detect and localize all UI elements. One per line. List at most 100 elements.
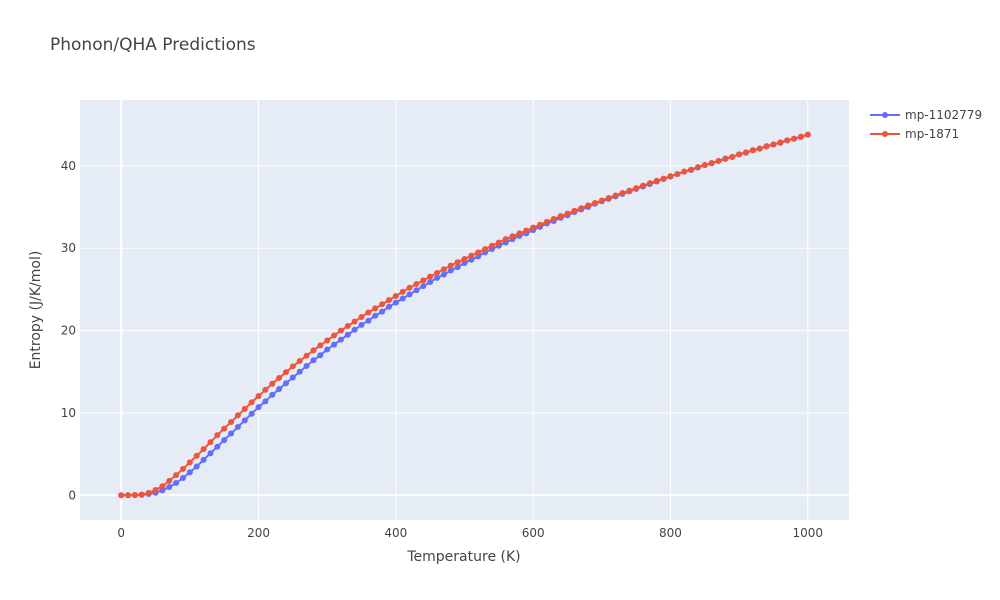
data-point: [694, 164, 701, 171]
data-point: [653, 177, 660, 184]
data-point: [365, 309, 372, 316]
data-point: [228, 430, 235, 437]
data-point: [344, 323, 351, 330]
data-point: [221, 425, 228, 432]
data-point: [289, 363, 296, 370]
data-point: [372, 305, 379, 312]
y-tick-label: 40: [61, 159, 76, 173]
data-point: [427, 279, 434, 285]
data-point: [530, 224, 537, 231]
legend-swatch-marker: [882, 112, 888, 118]
data-point: [406, 284, 413, 291]
data-point: [179, 475, 186, 481]
data-point: [337, 336, 344, 343]
data-point: [125, 492, 132, 499]
data-point: [282, 380, 289, 387]
data-point: [427, 273, 434, 280]
data-point: [482, 246, 489, 253]
data-point: [282, 369, 289, 376]
data-point: [159, 487, 166, 494]
legend-label: mp-1871: [905, 127, 959, 141]
data-point: [440, 266, 447, 273]
legend-swatch-marker: [882, 131, 888, 137]
data-point: [228, 419, 235, 425]
data-point: [248, 410, 255, 417]
data-point: [543, 218, 550, 225]
data-point: [173, 479, 180, 486]
data-point: [626, 187, 633, 194]
legend-item-mp-1871[interactable]: mp-1871: [870, 127, 959, 141]
data-point: [173, 472, 180, 479]
data-point: [234, 412, 241, 419]
data-point: [303, 363, 310, 369]
data-point: [296, 368, 303, 375]
data-point: [461, 260, 468, 267]
data-point: [399, 288, 406, 295]
data-point: [640, 182, 647, 189]
data-point: [269, 391, 276, 398]
x-tick-label: 400: [384, 526, 407, 540]
data-point: [736, 151, 743, 158]
data-point: [145, 489, 152, 496]
data-point: [310, 357, 317, 364]
data-point: [406, 291, 413, 298]
data-point: [461, 255, 468, 262]
data-point: [722, 155, 729, 162]
data-point: [756, 145, 763, 152]
data-point: [392, 299, 399, 306]
data-point: [118, 492, 125, 499]
data-point: [166, 484, 173, 491]
data-point: [289, 374, 296, 381]
data-point: [475, 253, 482, 260]
data-point: [681, 168, 688, 175]
data-point: [804, 131, 811, 138]
plot-area: [80, 100, 849, 520]
data-point: [310, 347, 317, 354]
data-point: [331, 332, 338, 339]
data-point: [241, 405, 248, 412]
y-tick-label: 10: [61, 406, 76, 420]
data-point: [385, 303, 392, 310]
data-point: [337, 327, 344, 334]
data-point: [296, 358, 303, 365]
data-point: [797, 133, 804, 140]
data-point: [241, 417, 248, 424]
y-tick-label: 30: [61, 241, 76, 255]
ticks: 0 200 400 600 800 1000 0 10 20 30 40: [61, 159, 823, 540]
data-point: [763, 143, 770, 150]
series-layer: [118, 131, 811, 499]
data-point: [578, 205, 585, 212]
legend[interactable]: mp-1102779 mp-1871: [870, 108, 982, 141]
data-point: [454, 259, 461, 266]
data-point: [138, 491, 145, 498]
x-tick-label: 600: [522, 526, 545, 540]
data-point: [440, 271, 447, 278]
data-point: [667, 173, 674, 180]
data-point: [749, 147, 756, 154]
data-point: [701, 162, 708, 169]
x-tick-label: 1000: [793, 526, 824, 540]
data-point: [248, 399, 255, 406]
legend-item-mp-1102779[interactable]: mp-1102779: [870, 108, 982, 122]
data-point: [186, 469, 193, 476]
data-point: [791, 135, 798, 142]
data-point: [379, 301, 386, 308]
data-point: [770, 141, 777, 148]
data-point: [708, 160, 715, 166]
data-point: [598, 197, 605, 204]
data-point: [379, 308, 386, 315]
data-point: [585, 202, 592, 209]
data-point: [255, 404, 262, 411]
data-point: [255, 393, 262, 400]
data-point: [358, 314, 365, 320]
data-point: [447, 262, 454, 269]
y-axis-label: Entropy (J/K/mol): [28, 251, 44, 370]
data-point: [516, 230, 523, 237]
data-point: [591, 199, 598, 206]
data-point: [509, 233, 516, 240]
data-point: [468, 256, 475, 263]
data-point: [468, 252, 475, 259]
data-point: [351, 326, 358, 333]
data-point: [207, 439, 214, 446]
